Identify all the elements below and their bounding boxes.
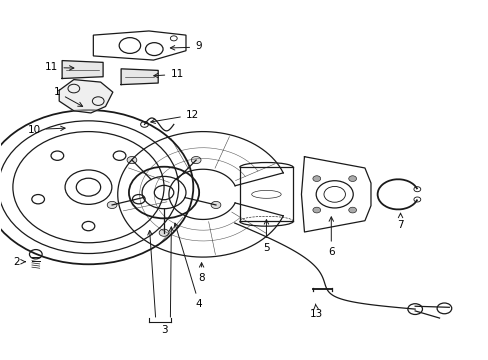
Polygon shape	[62, 60, 103, 78]
Text: 5: 5	[263, 220, 269, 253]
Circle shape	[312, 176, 320, 181]
Circle shape	[348, 207, 356, 213]
Text: 9: 9	[195, 41, 202, 51]
Text: 2: 2	[13, 257, 25, 267]
Circle shape	[107, 201, 117, 208]
Text: 6: 6	[327, 217, 334, 257]
Text: 1: 1	[53, 87, 82, 107]
Text: 11: 11	[45, 62, 58, 72]
Circle shape	[211, 201, 221, 208]
Circle shape	[127, 157, 137, 164]
Text: 8: 8	[198, 263, 204, 283]
Polygon shape	[59, 80, 113, 113]
Circle shape	[348, 176, 356, 181]
Circle shape	[159, 229, 168, 236]
Circle shape	[191, 157, 201, 164]
Text: 4: 4	[174, 223, 202, 309]
Text: 7: 7	[396, 213, 403, 230]
Text: 13: 13	[309, 304, 323, 319]
Text: 12: 12	[185, 111, 199, 121]
Circle shape	[312, 207, 320, 213]
Polygon shape	[121, 69, 158, 85]
Text: 10: 10	[27, 125, 41, 135]
Text: 3: 3	[161, 325, 167, 334]
Text: 11: 11	[170, 69, 183, 79]
